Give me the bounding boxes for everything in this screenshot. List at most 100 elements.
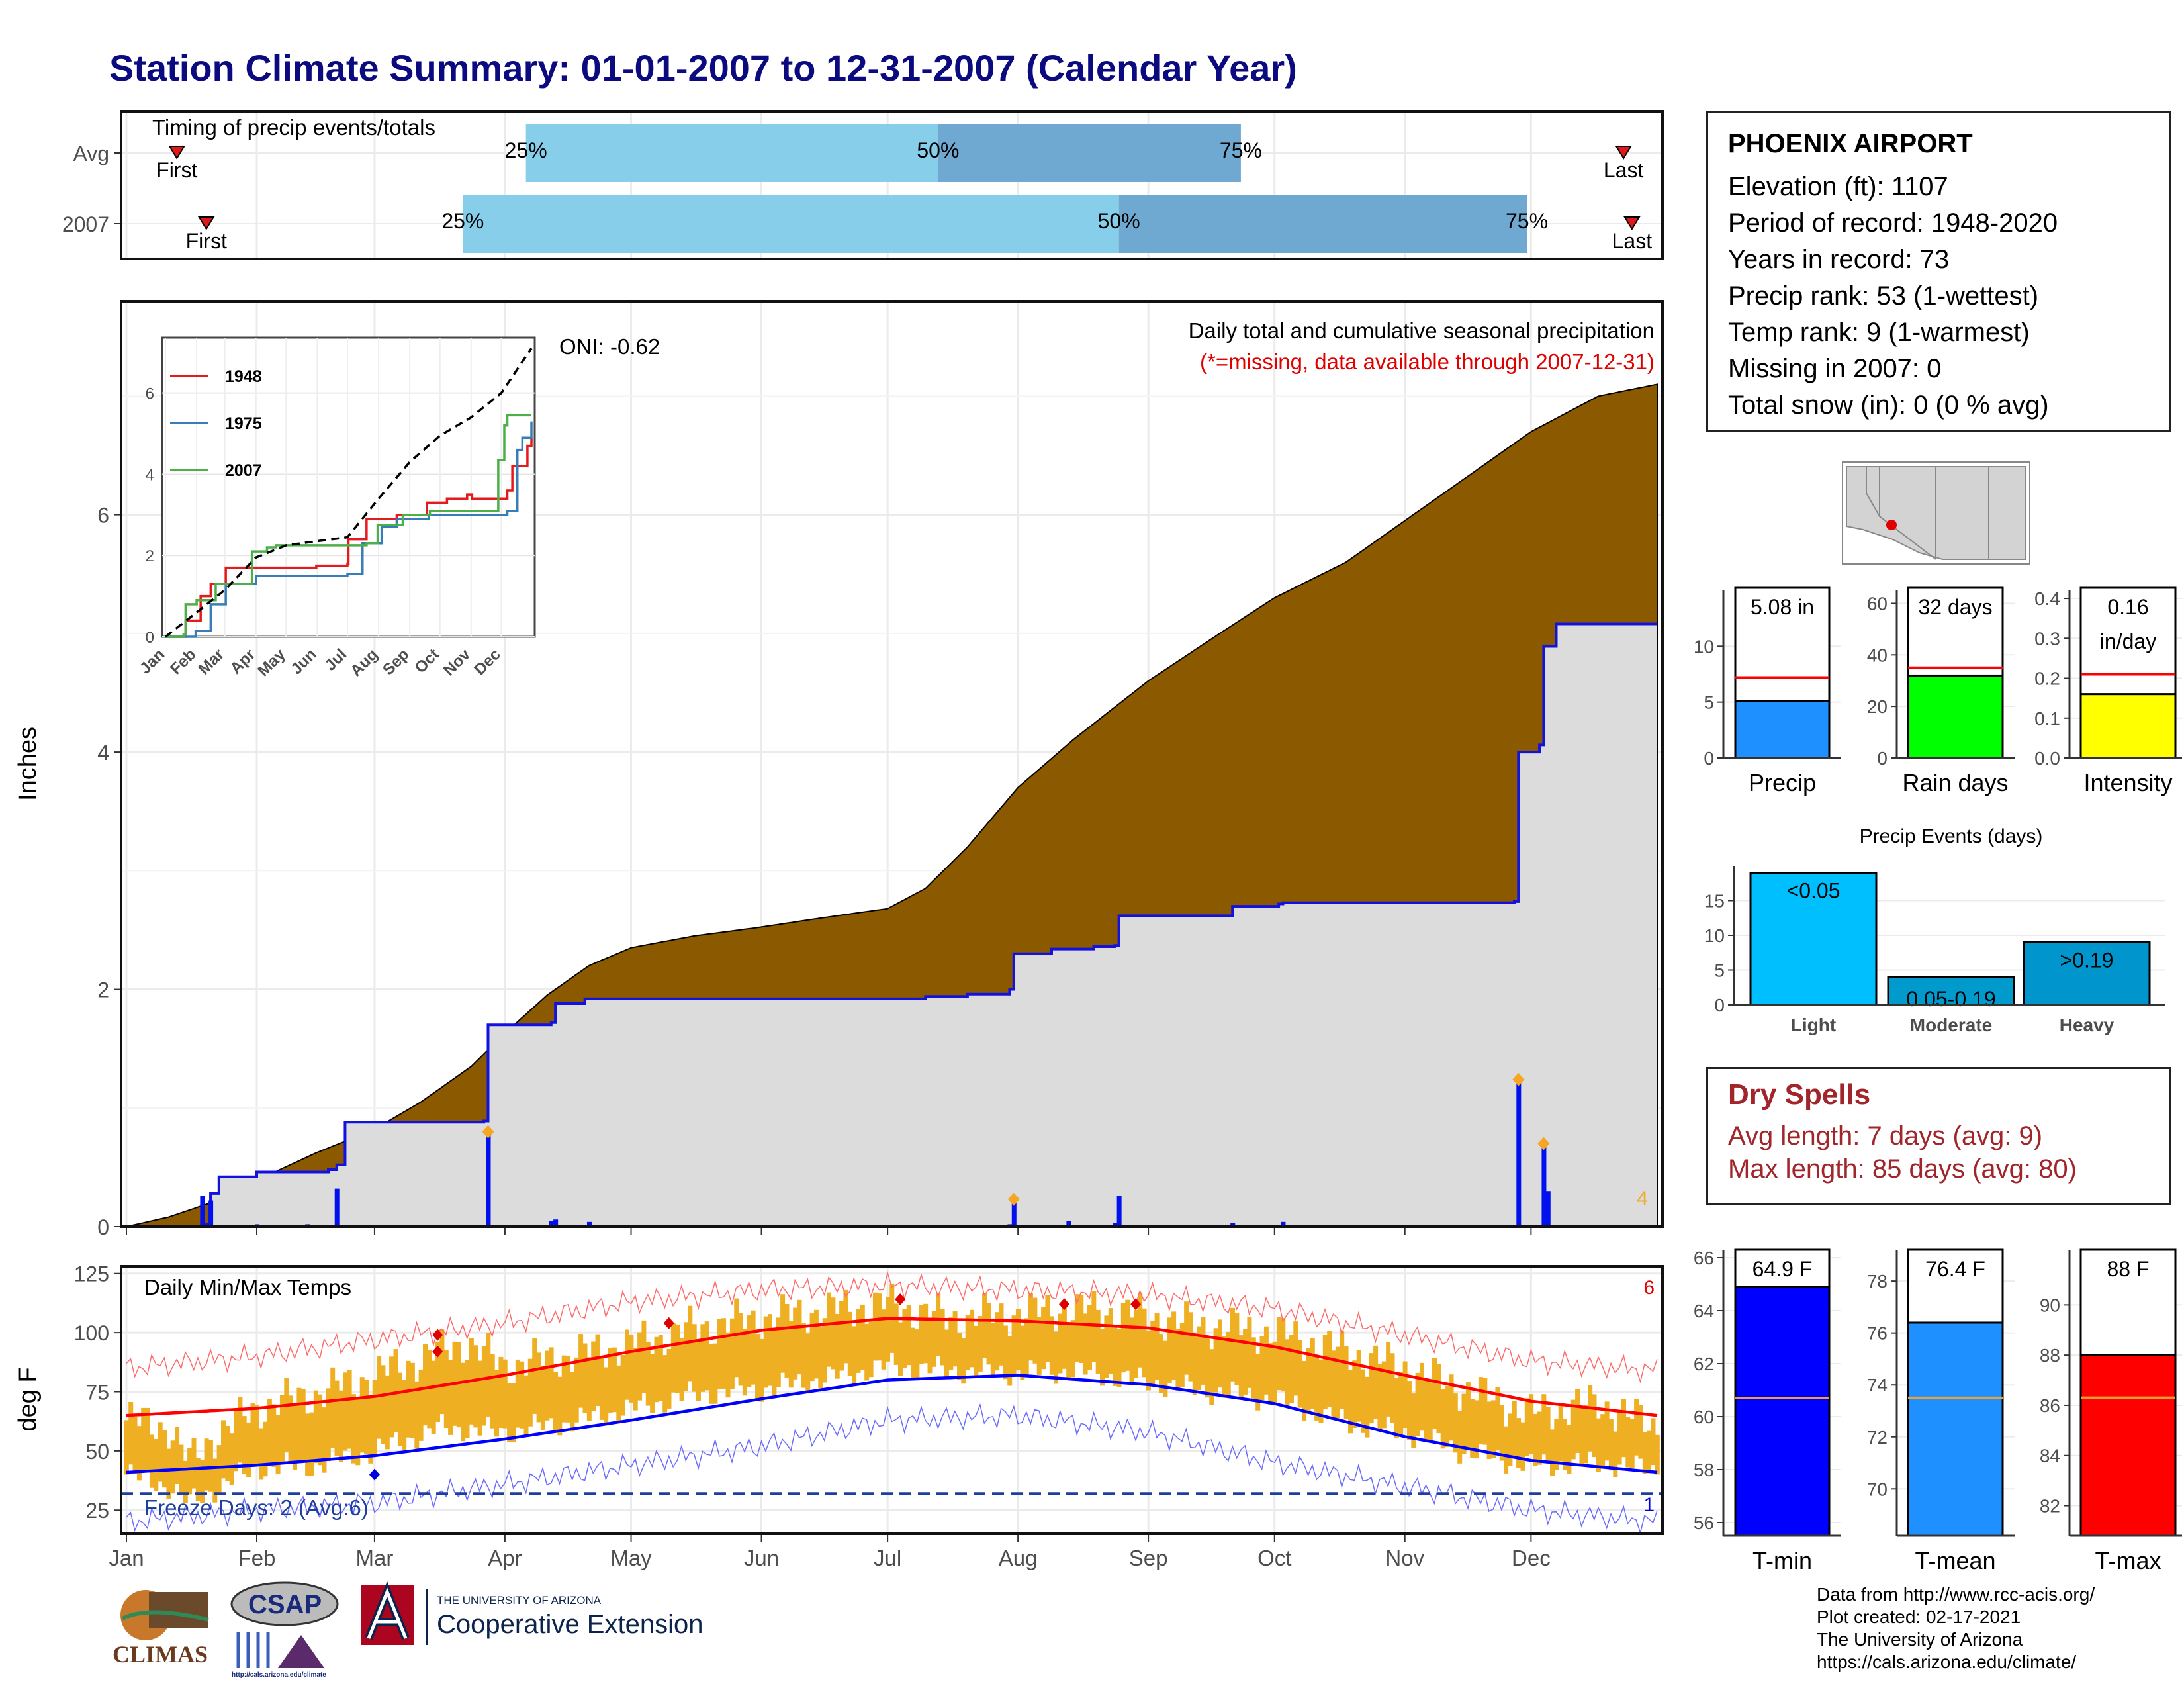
daily-temp-range-bar [355,1397,361,1466]
daily-temp-range-bar [847,1311,852,1376]
daily-temp-range-bar [999,1303,1004,1366]
precip_total-y-tick-label: 5 [1704,692,1714,713]
daily-temp-range-bar [1201,1317,1206,1385]
timing-label-75: 75% [1506,209,1548,233]
daily-temp-range-bar [461,1362,466,1442]
daily-temp-range-bar [359,1377,365,1453]
daily-temp-range-bar [1003,1325,1008,1380]
credit-url: https://cals.arizona.edu/climate/ [1817,1652,2077,1672]
inset-legend-label: 2007 [225,461,262,480]
daily-temp-range-bar [827,1292,831,1367]
daily-temp-range-bar [515,1359,520,1428]
daily-temp-range-bar [132,1417,138,1474]
daily-temp-range-bar [334,1380,340,1456]
daily-temp-range-bar [234,1410,238,1472]
daily-temp-range-bar [259,1428,264,1480]
daily-temp-range-bar [246,1422,251,1477]
timing-frame [120,110,1664,260]
temp-x-tick-label: Apr [488,1546,522,1570]
precip-events-category-label: Heavy [2060,1015,2115,1035]
daily-temp-range-bar [154,1438,159,1491]
tmin_bar-bar [1734,1286,1831,1537]
daily-temp-range-bar [1529,1394,1534,1454]
daily-temp-range-bar [216,1445,222,1494]
daily-temp-range-bar [696,1339,701,1401]
precip-events-category-label: Light [1791,1015,1836,1035]
timing-bar-q50-q75 [1118,195,1527,253]
daily-temp-range-bar [1617,1411,1622,1465]
daily-temp-range-bar [1533,1413,1538,1466]
daily-temp-range-bar [225,1426,230,1481]
daily-temp-range-bar [330,1367,336,1448]
daily-temp-range-bar [343,1372,348,1451]
precip-y-tick-label: 0 [97,1215,109,1239]
hot-days-count: 6 [1643,1277,1655,1299]
intensity-value-label: 0.16 [2107,595,2148,619]
daily-temp-range-bar [1263,1326,1269,1395]
climas-text: CLIMAS [113,1641,208,1667]
daily-temp-range-bar [1116,1329,1122,1387]
timing-label-25: 25% [441,209,484,233]
daily-temp-range-bar [1343,1346,1349,1419]
daily-temp-range-bar [1386,1342,1391,1417]
daily-temp-range-bar [578,1334,584,1408]
inset-x-tick-label: Sep [379,645,412,679]
daily-temp-range-bar [675,1324,680,1393]
daily-temp-range-bar [1390,1353,1395,1423]
daily-temp-range-bar [1655,1434,1660,1475]
intensity-bar [2079,693,2177,759]
cumulative-2007-area [126,624,1657,1227]
daily-temp-range-bar [507,1383,512,1442]
daily-precip-marker [1007,1192,1020,1206]
timing-label-last: Last [1604,158,1644,182]
daily-temp-range-bar [936,1293,941,1356]
daily-temp-range-bar [149,1434,154,1488]
daily-temp-range-bar [780,1294,786,1373]
daily-temp-range-bar [666,1349,672,1409]
station-elevation: Elevation (ft): 1107 [1728,172,1948,201]
credit-data-source: Data from http://www.rcc-acis.org/ [1817,1584,2095,1605]
inset-y-tick-label: 2 [146,547,154,565]
daily-temp-range-bar [978,1316,983,1372]
precip-events-bar [2023,941,2151,1006]
precip-y-tick-label: 6 [97,504,109,528]
daily-temp-range-bar [1062,1306,1067,1369]
daily-temp-range-bar [397,1372,402,1446]
daily-temp-range-bar [195,1458,201,1501]
daily-temp-range-bar [377,1356,382,1439]
daily-temp-range-bar [692,1324,697,1392]
daily-temp-range-bar [1104,1315,1109,1378]
daily-temp-range-bar [990,1323,995,1377]
daily-temp-range-bar [776,1317,781,1387]
daily-temp-range-bar [986,1303,991,1365]
daily-temp-range-bar [1600,1414,1606,1469]
daily-temp-range-bar [1381,1361,1387,1429]
precip-events-title: Precip Events (days) [1860,825,2043,847]
daily-temp-range-bar [1588,1385,1593,1452]
daily-precip-bar [553,1219,559,1227]
timing-y-tick: Avg [73,142,109,165]
precip_total-y-tick-label: 0 [1704,748,1714,769]
daily-temp-range-bar [961,1338,966,1384]
daily-temp-range-bar [1508,1413,1513,1466]
daily-temp-range-bar [1478,1377,1483,1444]
ua-name: THE UNIVERSITY OF ARIZONA [437,1594,602,1607]
daily-temp-range-bar [1167,1317,1172,1383]
daily-temp-range-bar [490,1354,495,1429]
rain_days-bar [1907,674,2004,759]
tmin_bar-y-tick-label: 58 [1694,1460,1714,1480]
daily-precip-bar [1116,1196,1122,1227]
tmean_bar-y-tick-label: 72 [1867,1427,1888,1448]
intensity-y-tick-label: 0.0 [2034,748,2060,769]
daily-temp-range-bar [864,1323,870,1381]
daily-temp-range-bar [1504,1426,1509,1474]
daily-temp-range-bar [465,1360,470,1438]
daily-temp-range-bar [893,1303,899,1365]
inset-y-tick-label: 6 [146,385,154,403]
daily-temp-range-bar [536,1352,541,1423]
daily-temp-range-bar [856,1309,861,1373]
tmin_bar-value-box [1734,1248,1831,1288]
timing-label-last: Last [1612,229,1653,253]
dry-spells-avg: Avg length: 7 days (avg: 9) [1728,1121,2043,1150]
tmean_bar-bar [1907,1321,2004,1537]
